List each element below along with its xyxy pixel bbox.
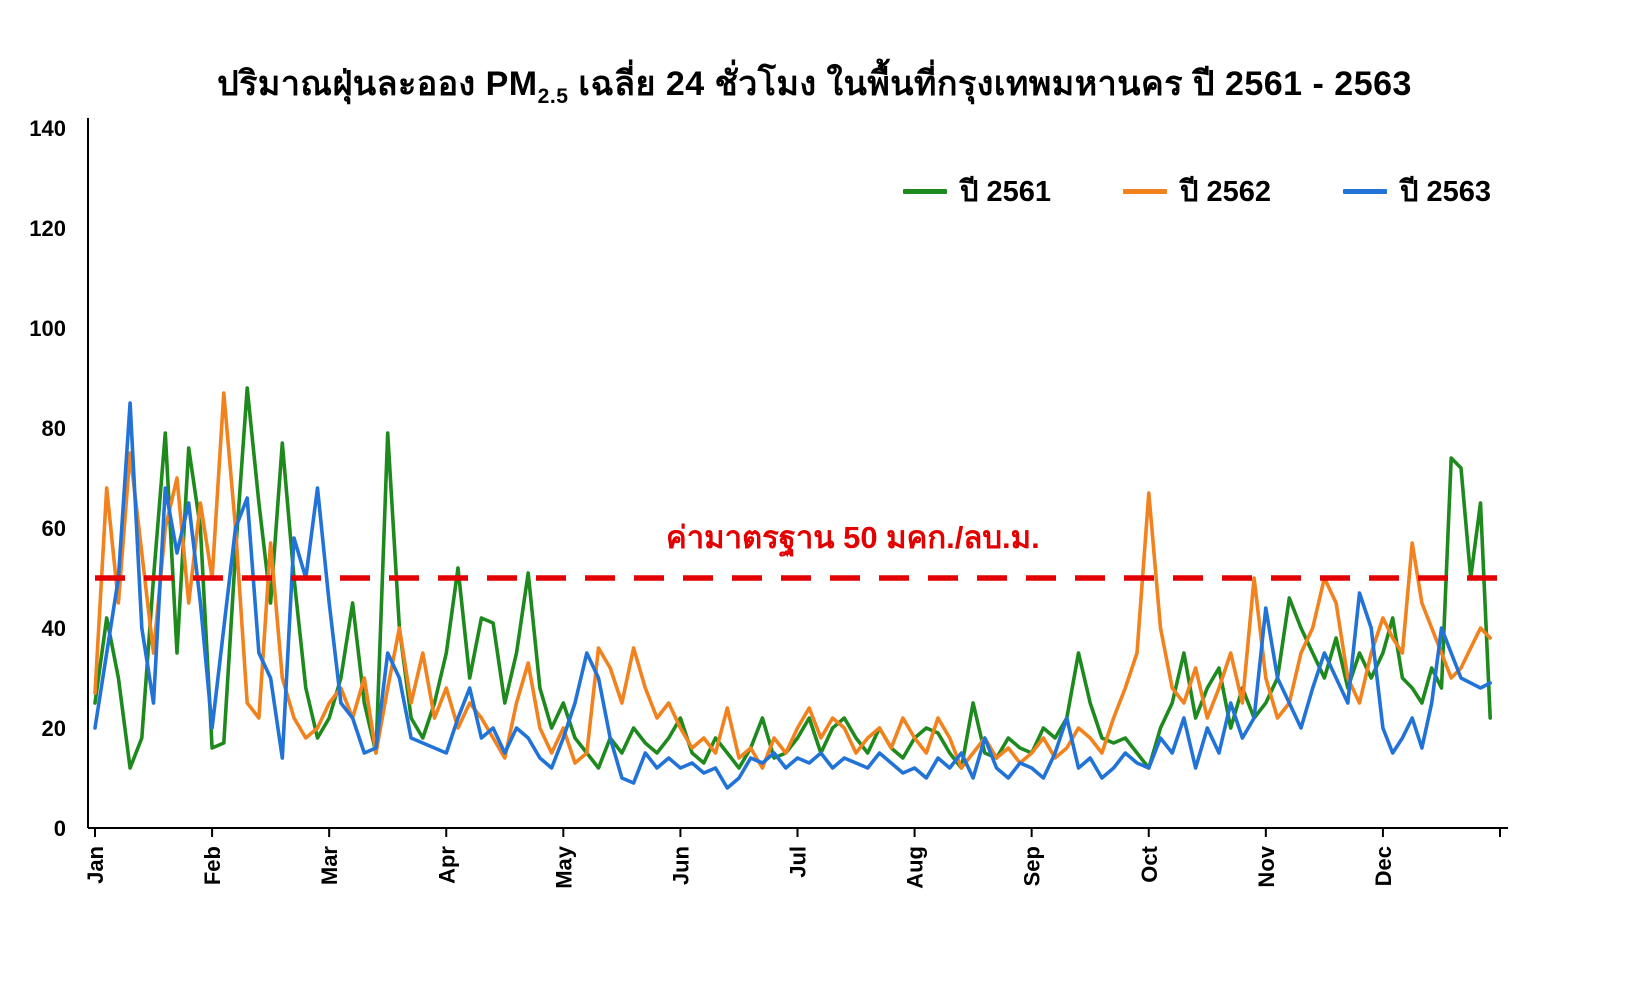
legend-label-2563: ปี 2563 [1400, 176, 1491, 208]
legend-swatch-2563 [1343, 188, 1388, 194]
y-tick-label: 60 [42, 516, 66, 541]
chart-title-prefix: ปริมาณฝุ่นละออง PM [217, 65, 538, 103]
x-tick-label: Jun [668, 846, 693, 885]
legend-swatch-2561 [903, 188, 948, 194]
x-tick-label: Oct [1137, 845, 1162, 882]
chart-title-suffix: เฉลี่ย 24 ชั่วโมง ในพื้นที่กรุงเทพมหานคร… [568, 65, 1412, 103]
legend-label-2562: ปี 2562 [1180, 176, 1272, 208]
legend-item-2562: ปี 2562 [1123, 168, 1271, 214]
x-tick-label: Sep [1020, 846, 1045, 886]
x-tick-label: Aug [903, 846, 928, 889]
y-tick-label: 0 [54, 816, 66, 841]
x-tick-label: Mar [317, 846, 342, 886]
legend-label-2561: ปี 2561 [960, 176, 1052, 208]
standard-line-label: ค่ามาตรฐาน 50 มคก./ลบ.ม. [666, 520, 1040, 555]
y-tick-label: 20 [42, 716, 66, 741]
x-tick-label: Apr [434, 846, 459, 884]
chart-title-subscript: 2.5 [537, 84, 569, 108]
series-line-2563 [93, 401, 1492, 790]
series-line-2561 [93, 386, 1492, 770]
x-tick-label: Dec [1371, 846, 1396, 886]
y-tick-label: 100 [29, 316, 66, 341]
legend-item-2563: ปี 2563 [1343, 168, 1491, 214]
legend: ปี 2561 ปี 2562 ปี 2563 [903, 168, 1491, 214]
legend-item-2561: ปี 2561 [903, 168, 1051, 214]
y-tick-label: 120 [29, 216, 66, 241]
x-tick-label: May [551, 845, 576, 889]
y-tick-label: 40 [42, 616, 66, 641]
y-tick-label: 140 [29, 116, 66, 141]
x-tick-label: Nov [1254, 845, 1279, 887]
legend-swatch-2562 [1123, 188, 1168, 194]
x-tick-label: Jul [786, 846, 811, 878]
series-line-2562 [93, 391, 1492, 770]
x-tick-label: Feb [200, 846, 225, 885]
chart-title: ปริมาณฝุ่นละออง PM2.5 เฉลี่ย 24 ชั่วโมง … [0, 56, 1629, 110]
x-tick-label: Jan [83, 846, 108, 884]
y-tick-label: 80 [42, 416, 66, 441]
